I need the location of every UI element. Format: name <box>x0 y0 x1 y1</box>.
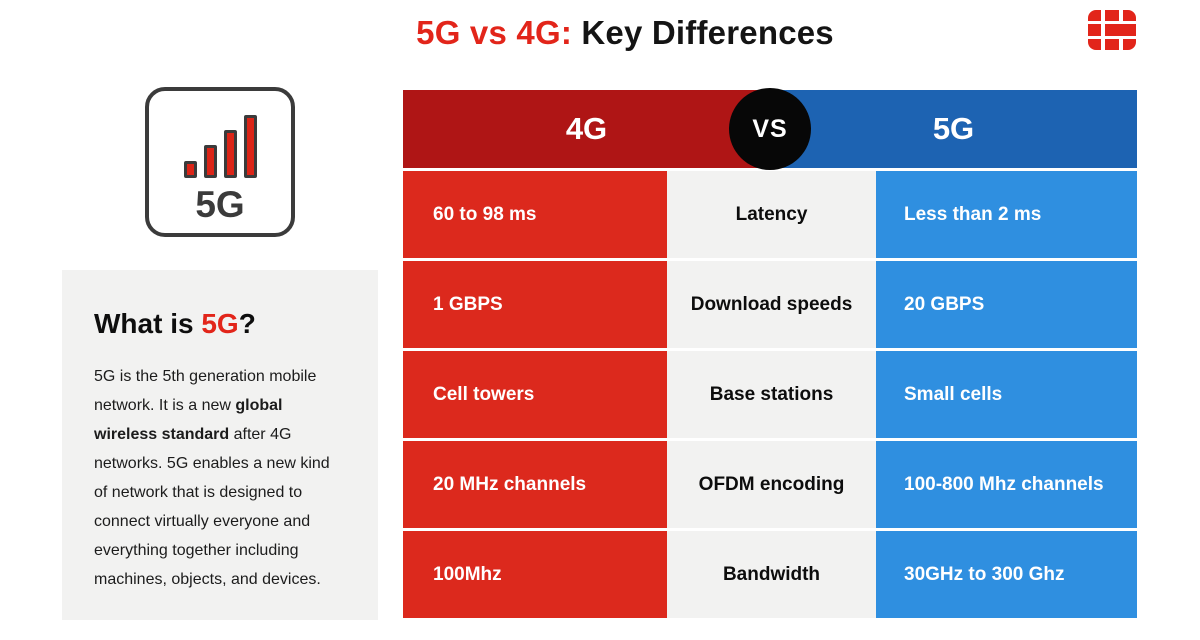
cell-5g-latency: Less than 2 ms <box>876 171 1137 258</box>
cell-5g-encoding: 100-800 Mhz channels <box>876 441 1137 528</box>
logo-block <box>1088 38 1102 50</box>
about-heading: What is 5G? <box>94 308 346 340</box>
fortinet-logo-icon <box>1088 10 1136 50</box>
cell-5g-basestations: Small cells <box>876 351 1137 438</box>
about-heading-prefix: What is <box>94 308 202 339</box>
header-5g: 5G <box>770 90 1137 168</box>
cell-4g-download: 1 GBPS <box>403 261 667 348</box>
cell-feature-encoding: OFDM encoding <box>667 441 876 528</box>
about-body-bold: global wireless standard <box>94 397 283 443</box>
about-heading-suffix: ? <box>238 308 256 339</box>
cell-5g-bandwidth: 30GHz to 300 Ghz <box>876 531 1137 618</box>
about-heading-highlight: 5G <box>201 308 239 339</box>
signal-bar <box>183 161 197 178</box>
about-body-text: 5G is the 5th generation mobile network.… <box>94 362 346 594</box>
comparison-table-header: 4G 5G <box>403 90 1137 168</box>
page-title-highlight: 5G vs 4G: <box>416 14 573 51</box>
signal-bar <box>223 130 237 178</box>
signal-bar <box>243 115 257 178</box>
logo-block <box>1122 38 1136 50</box>
cell-feature-latency: Latency <box>667 171 876 258</box>
header-4g: 4G <box>403 90 770 168</box>
comparison-table: 4G 5G VS 60 to 98 ms Latency Less than 2… <box>403 88 1137 618</box>
signal-bars-icon <box>183 115 257 178</box>
cell-4g-latency: 60 to 98 ms <box>403 171 667 258</box>
about-body-after: after 4G networks. 5G enables a new kind… <box>94 426 330 588</box>
table-row: 20 MHz channels OFDM encoding 100-800 Mh… <box>403 441 1137 528</box>
cell-feature-basestations: Base stations <box>667 351 876 438</box>
logo-block <box>1105 38 1119 50</box>
5g-badge-label: 5G <box>195 184 245 225</box>
page-title-rest: Key Differences <box>572 14 834 51</box>
logo-block <box>1088 10 1102 22</box>
logo-block <box>1105 10 1119 22</box>
cell-4g-encoding: 20 MHz channels <box>403 441 667 528</box>
cell-feature-download: Download speeds <box>667 261 876 348</box>
cell-feature-bandwidth: Bandwidth <box>667 531 876 618</box>
cell-4g-bandwidth: 100Mhz <box>403 531 667 618</box>
table-row: 1 GBPS Download speeds 20 GBPS <box>403 261 1137 348</box>
about-body-before: 5G is the 5th generation mobile network.… <box>94 368 317 414</box>
table-row: Cell towers Base stations Small cells <box>403 351 1137 438</box>
about-5g-panel: What is 5G? 5G is the 5th generation mob… <box>62 270 378 620</box>
cell-4g-basestations: Cell towers <box>403 351 667 438</box>
5g-badge-card: 5G <box>145 87 295 237</box>
page-title: 5G vs 4G: Key Differences <box>25 14 1200 52</box>
logo-block <box>1122 10 1136 22</box>
table-row: 100Mhz Bandwidth 30GHz to 300 Ghz <box>403 531 1137 618</box>
signal-bar <box>203 145 217 178</box>
logo-block <box>1105 24 1136 36</box>
table-row: 60 to 98 ms Latency Less than 2 ms <box>403 171 1137 258</box>
cell-5g-download: 20 GBPS <box>876 261 1137 348</box>
logo-block <box>1088 24 1102 36</box>
vs-badge: VS <box>729 88 811 170</box>
